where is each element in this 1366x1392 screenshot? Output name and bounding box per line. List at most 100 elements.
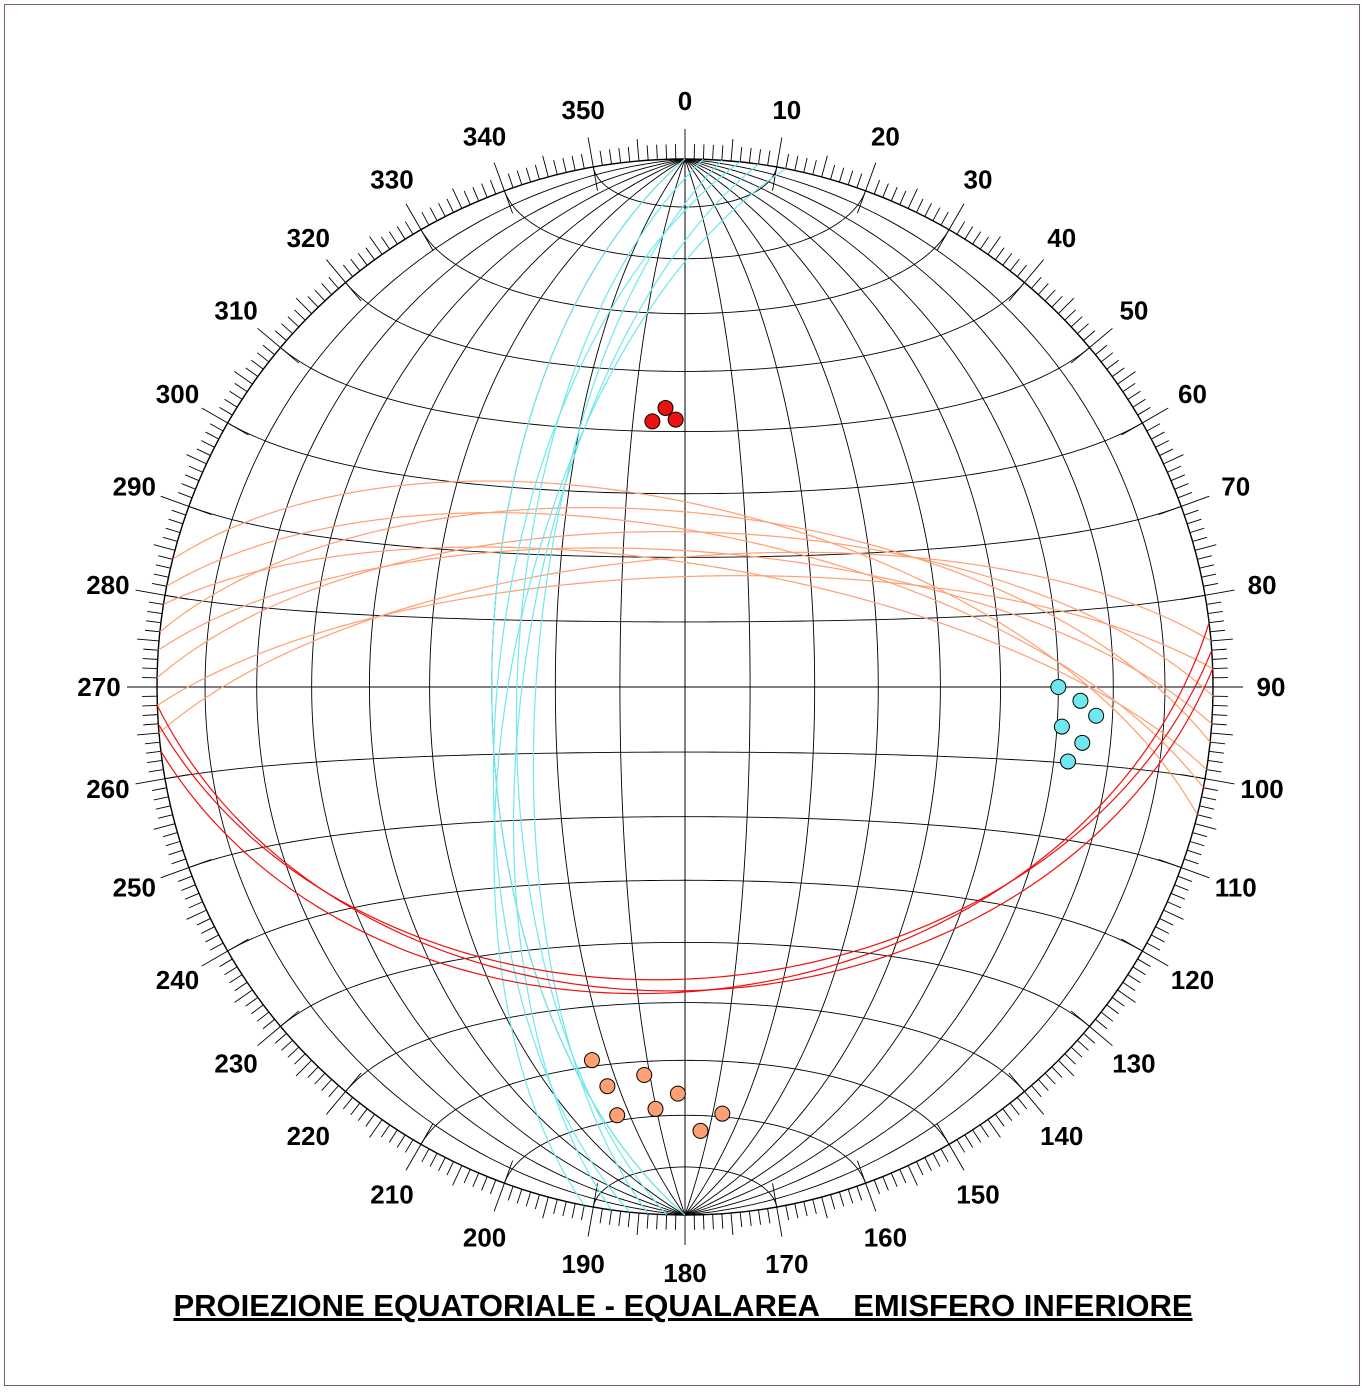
azimuth-tick: [151, 787, 167, 792]
azimuth-tick: [162, 832, 178, 838]
azimuth-tick: [1174, 483, 1189, 490]
azimuth-tick: [452, 188, 463, 209]
azimuth-tick: [899, 1169, 907, 1184]
azimuth-tick: [1207, 760, 1223, 764]
azimuth-tick: [489, 179, 497, 195]
azimuth-tick: [481, 183, 488, 198]
azimuth-tick: [1204, 778, 1235, 785]
azimuth-tick: [812, 1199, 817, 1214]
azimuth-tick-inner: [1008, 282, 1025, 302]
azimuth-tick: [646, 1213, 649, 1229]
azimuth-tick: [1106, 1004, 1119, 1015]
azimuth-tick: [882, 1176, 889, 1191]
azimuth-tick: [1122, 981, 1136, 992]
azimuth-tick: [188, 465, 203, 473]
azimuth-tick: [907, 1165, 918, 1186]
azimuth-tick: [890, 186, 898, 202]
azimuth-tick: [200, 926, 215, 934]
azimuth-tick: [155, 805, 171, 810]
plane-great-circle: [156, 668, 1214, 992]
azimuth-tick: [972, 1129, 982, 1143]
azimuth-tick: [314, 289, 326, 302]
azimuth-tick: [865, 1183, 877, 1212]
azimuth-tick: [1197, 555, 1212, 560]
azimuth-tick: [1031, 276, 1042, 289]
azimuth-tick: [1009, 258, 1020, 272]
azimuth-tick: [137, 638, 160, 642]
azimuth-tick: [924, 202, 932, 217]
azimuth-tick: [294, 1053, 306, 1065]
azimuth-tick: [153, 573, 169, 578]
azimuth-tick: [262, 344, 275, 356]
azimuth-tick: [224, 398, 238, 408]
projection-caption: PROIEZIONE EQUATORIALE - EQUALAREA EMISF…: [173, 1288, 1193, 1323]
azimuth-tick: [1203, 582, 1219, 587]
plane-pole-marker: [599, 1078, 616, 1095]
azimuth-tick: [1037, 283, 1049, 295]
azimuth-tick: [1170, 892, 1186, 900]
azimuth-tick: [142, 667, 158, 670]
azimuth-tick-inner: [345, 1072, 362, 1092]
azimuth-label: 80: [1248, 570, 1277, 600]
plane-great-circle: [163, 546, 1207, 771]
azimuth-tick: [158, 814, 173, 819]
azimuth-tick: [177, 875, 193, 883]
azimuth-label: 60: [1178, 379, 1207, 409]
azimuth-tick: [1177, 875, 1193, 883]
azimuth-tick: [1122, 382, 1136, 393]
azimuth-tick: [219, 406, 233, 416]
azimuth-tick: [1137, 406, 1151, 416]
azimuth-tick-inner: [188, 505, 212, 516]
azimuth-label: 340: [463, 121, 506, 151]
plane-great-circle: [158, 551, 1212, 734]
net-parallel: [503, 190, 867, 260]
net-parallel: [164, 594, 1206, 623]
azimuth-tick: [627, 1212, 631, 1228]
net-parallel: [280, 941, 1090, 1027]
azimuth-tick: [748, 147, 752, 163]
azimuth-tick: [1206, 769, 1222, 773]
azimuth-tick: [1111, 367, 1125, 378]
plane-pole-marker: [583, 1052, 600, 1069]
azimuth-tick: [1187, 518, 1202, 525]
azimuth-tick: [956, 1139, 966, 1153]
azimuth-tick: [1189, 840, 1205, 847]
azimuth-label: 100: [1240, 774, 1283, 804]
azimuth-label: 130: [1112, 1049, 1155, 1079]
azimuth-tick: [256, 352, 270, 363]
azimuth-label: 350: [562, 95, 605, 125]
plane-pole-marker: [667, 411, 684, 428]
azimuth-tick: [730, 1212, 734, 1235]
azimuth-tick: [257, 327, 281, 348]
plane-pole-marker: [657, 399, 674, 416]
azimuth-tick: [429, 1152, 438, 1167]
azimuth-tick: [160, 495, 189, 507]
azimuth-tick-marks: [127, 129, 1243, 1245]
azimuth-label: 180: [663, 1258, 706, 1288]
azimuth-tick: [404, 1139, 414, 1153]
azimuth-tick: [1207, 610, 1223, 614]
azimuth-tick: [803, 157, 808, 173]
azimuth-tick-inner: [1008, 1072, 1025, 1092]
azimuth-tick: [1210, 732, 1233, 736]
azimuth-tick: [314, 1072, 326, 1085]
azimuth-label: 150: [956, 1180, 999, 1210]
azimuth-tick: [328, 276, 339, 289]
azimuth-tick-inner: [164, 594, 189, 600]
azimuth-tick: [463, 190, 471, 205]
azimuth-tick: [1132, 966, 1146, 976]
azimuth-tick: [219, 958, 233, 968]
azimuth-tick: [365, 247, 376, 261]
plane-great-circle: [532, 159, 723, 1215]
azimuth-tick-inner: [1070, 1010, 1090, 1027]
azimuth-tick-inner: [227, 422, 249, 436]
azimuth-tick: [838, 167, 845, 183]
azimuth-tick: [489, 1179, 497, 1195]
plane-great-circle: [157, 547, 1213, 725]
azimuth-tick: [1212, 667, 1228, 670]
azimuth-tick: [158, 555, 173, 560]
azimuth-tick: [1197, 814, 1212, 819]
azimuth-tick: [1100, 352, 1114, 363]
azimuth-tick: [776, 137, 783, 168]
azimuth-tick: [405, 203, 422, 230]
